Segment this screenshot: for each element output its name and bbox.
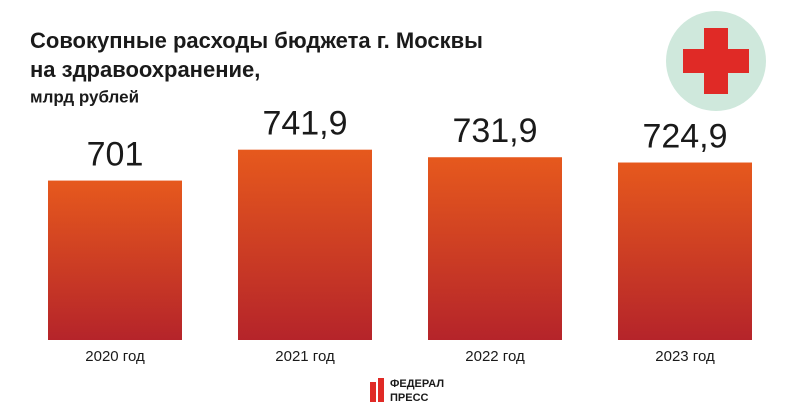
logo-text: ФЕДЕРАЛ bbox=[390, 378, 444, 390]
value-label: 724,9 bbox=[642, 118, 727, 156]
value-label: 701 bbox=[87, 136, 144, 174]
value-label: 731,9 bbox=[452, 112, 537, 150]
chart-title: на здравоохранение, bbox=[30, 57, 260, 82]
x-tick-label: 2020 год bbox=[85, 348, 145, 365]
bar bbox=[618, 162, 752, 340]
value-label: 741,9 bbox=[262, 105, 347, 143]
health-icon bbox=[666, 11, 766, 111]
bar bbox=[48, 180, 182, 340]
chart-title: Совокупные расходы бюджета г. Москвы bbox=[30, 28, 483, 53]
bar bbox=[428, 157, 562, 340]
logo: ФЕДЕРАЛ ПРЕСС bbox=[370, 378, 444, 404]
x-tick-label: 2022 год bbox=[465, 348, 525, 365]
logo-text: ПРЕСС bbox=[390, 392, 429, 404]
x-tick-label: 2021 год bbox=[275, 348, 335, 365]
chart-subtitle: млрд рублей bbox=[30, 87, 139, 106]
bar bbox=[238, 149, 372, 340]
x-tick-label: 2023 год bbox=[655, 348, 715, 365]
